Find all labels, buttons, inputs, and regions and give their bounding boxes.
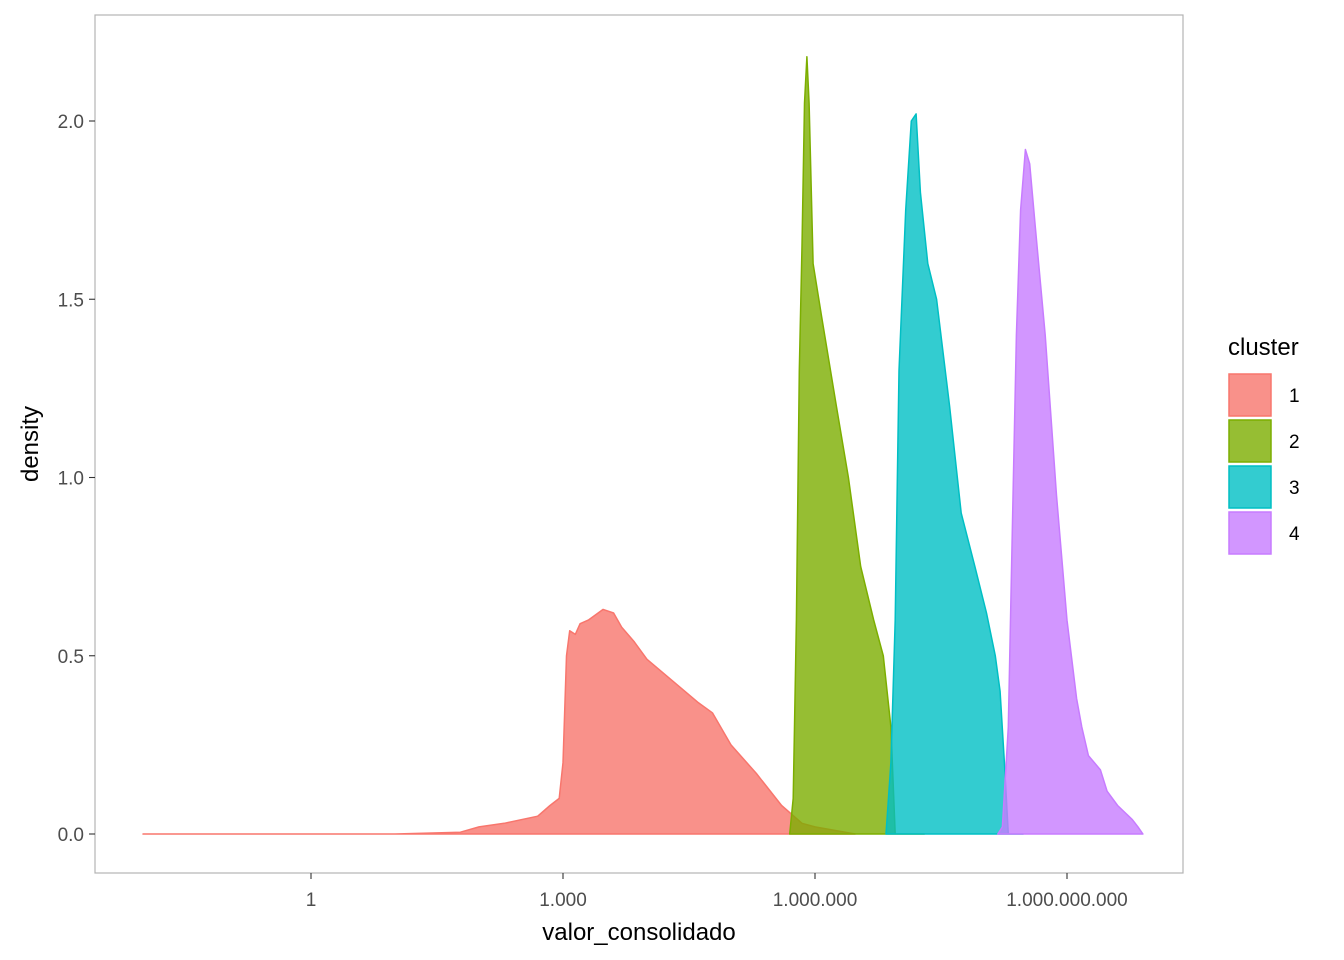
density-area-cluster-4	[997, 148, 1144, 835]
x-tick-label: 1.000	[539, 890, 587, 911]
y-axis: 0.0 0.5 1.0 1.5 2.0	[58, 112, 95, 846]
legend-key-cluster-1	[1228, 373, 1272, 417]
y-tick-label: 2.0	[58, 112, 84, 133]
y-tick-label: 0.5	[58, 647, 84, 668]
density-area-cluster-2	[788, 56, 926, 835]
legend-label-cluster-2: 2	[1289, 432, 1300, 453]
density-area-cluster-3	[885, 113, 1024, 835]
legend: cluster 1 2 3 4	[1228, 334, 1300, 555]
x-tick-label: 1.000.000	[773, 890, 858, 911]
legend-title: cluster	[1228, 334, 1299, 361]
legend-key-cluster-2	[1228, 419, 1272, 463]
density-area-cluster-1	[142, 608, 856, 835]
y-tick-label: 1.5	[58, 290, 84, 311]
x-tick-label: 1	[306, 890, 317, 911]
series-layer	[142, 56, 1144, 835]
x-axis: 1 1.000 1.000.000 1.000.000.000	[306, 873, 1128, 911]
legend-key-cluster-3	[1228, 465, 1272, 509]
legend-key-cluster-4	[1228, 511, 1272, 555]
legend-label-cluster-3: 3	[1289, 478, 1300, 499]
legend-label-cluster-4: 4	[1289, 524, 1300, 545]
panel-border	[94, 14, 1184, 874]
x-axis-title: valor_consolidado	[542, 919, 735, 946]
y-axis-title: density	[17, 406, 44, 482]
x-tick-label: 1.000.000.000	[1006, 890, 1128, 911]
legend-label-cluster-1: 1	[1289, 386, 1300, 407]
y-tick-label: 0.0	[58, 825, 84, 846]
y-tick-label: 1.0	[58, 469, 84, 490]
